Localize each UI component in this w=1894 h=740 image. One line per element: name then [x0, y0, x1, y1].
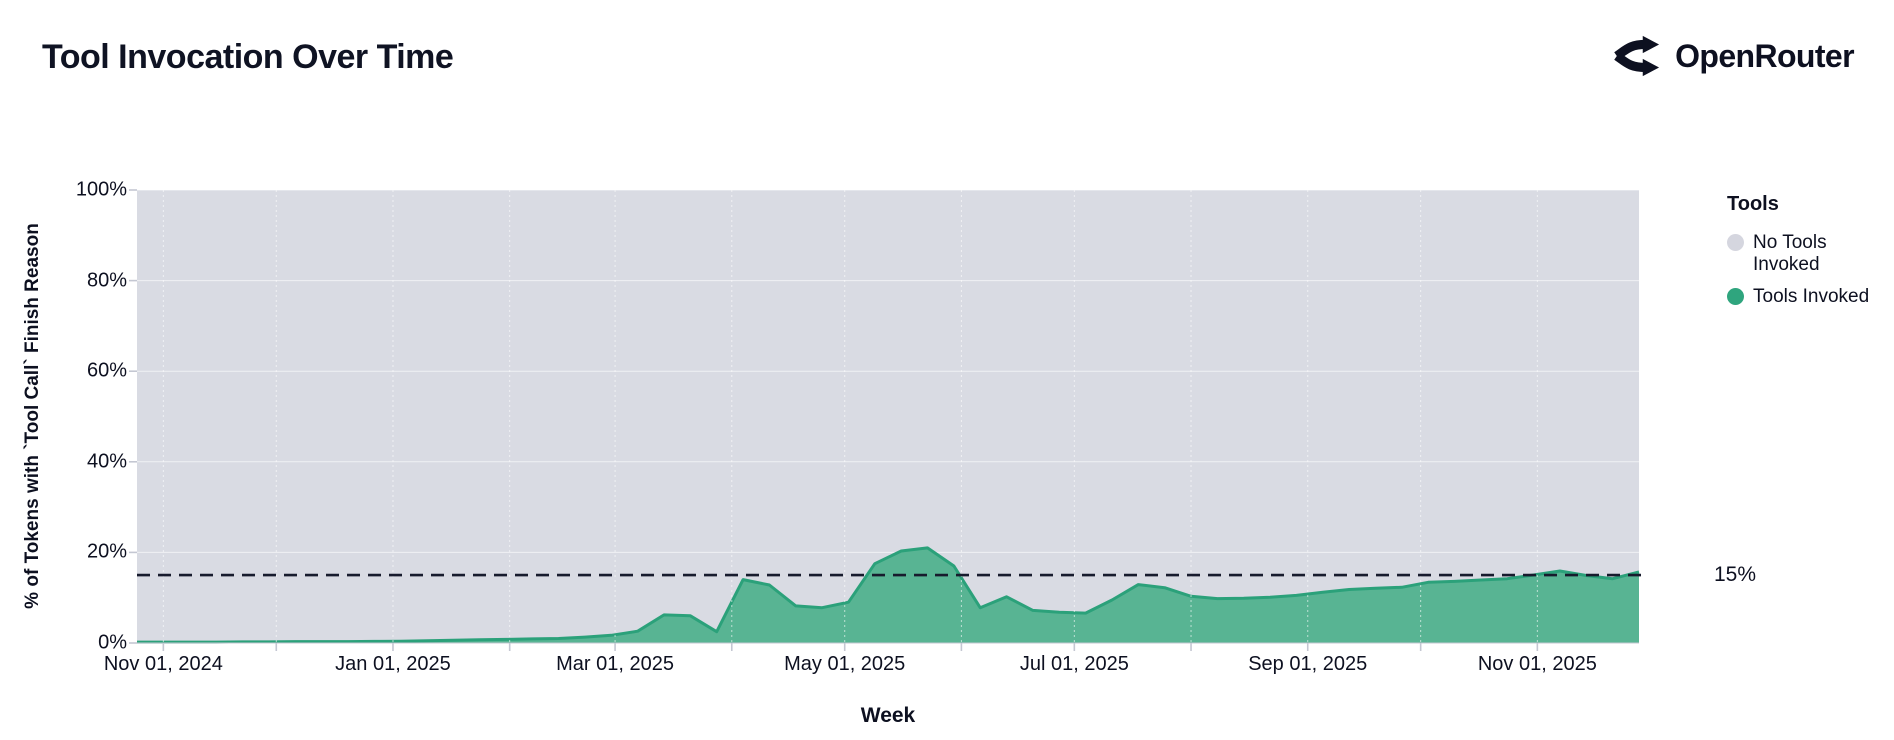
- legend-label-no-tools: No Tools Invoked: [1753, 232, 1827, 276]
- y-tick-label: 20%: [86, 540, 127, 563]
- brand: OpenRouter: [1613, 32, 1855, 80]
- legend-title: Tools: [1727, 193, 1779, 215]
- reference-line-label: 15%: [1714, 563, 1757, 586]
- page-title: Tool Invocation Over Time: [42, 38, 454, 76]
- x-tick-label: May 01, 2025: [784, 653, 906, 675]
- legend-dot-tools-invoked: [1727, 287, 1744, 305]
- y-tick-label: 0%: [98, 631, 127, 654]
- x-tick-label: Nov 01, 2025: [1477, 653, 1597, 675]
- y-tick-label: 100%: [75, 178, 127, 201]
- legend-dot-no-tools: [1727, 234, 1744, 251]
- legend-item-no-tools[interactable]: No Tools Invoked: [1727, 232, 1887, 277]
- legend-item-tools-invoked[interactable]: Tools Invoked: [1727, 286, 1887, 308]
- legend-label-tools-invoked: Tools Invoked: [1753, 285, 1870, 307]
- x-tick-label: Nov 01, 2024: [103, 653, 223, 675]
- y-tick-label: 80%: [86, 269, 127, 292]
- y-tick-label: 60%: [86, 359, 127, 382]
- x-tick-label: Mar 01, 2025: [556, 653, 675, 675]
- x-tick-label: Sep 01, 2025: [1248, 653, 1368, 675]
- y-tick-label: 40%: [86, 450, 127, 473]
- brand-name: OpenRouter: [1675, 37, 1855, 74]
- area-series-tools-invoked-edge: [137, 546, 1640, 644]
- x-axis-title: Week: [860, 704, 916, 727]
- x-tick-label: Jul 01, 2025: [1019, 653, 1129, 675]
- legend: Tools No Tools Invoked Tools Invoked: [1727, 193, 1887, 317]
- x-tick-label: Jan 01, 2025: [335, 653, 451, 675]
- openrouter-logo-icon: [1613, 32, 1661, 80]
- area-series-tools-invoked[interactable]: [137, 547, 1639, 643]
